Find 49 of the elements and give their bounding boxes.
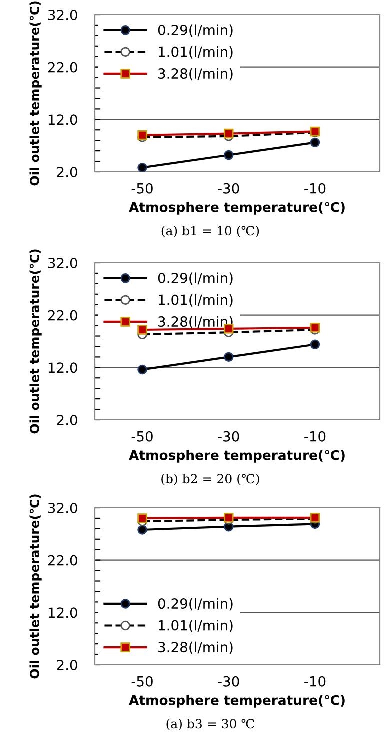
- y-tick-label: 22.0: [48, 62, 78, 73]
- point: [138, 514, 148, 524]
- legend-label: 3.28(l/min): [158, 68, 233, 81]
- point: [138, 325, 148, 335]
- point: [224, 352, 234, 362]
- legend-label: 0.29(l/min): [158, 598, 233, 611]
- x-tick-label: -30: [218, 183, 240, 194]
- x-tick-label: -50: [132, 676, 153, 687]
- point: [138, 162, 148, 172]
- y-tick-label: 12.0: [48, 114, 78, 126]
- point: [310, 340, 320, 350]
- text: (a) b3 = 30 ℃: [166, 718, 254, 730]
- y-axis-title: Oil outlet temperature(℃): [30, 494, 42, 679]
- x-tick-label: -10: [304, 183, 326, 194]
- y-tick-label: 2.0: [57, 660, 78, 670]
- y-tick-label: 12.0: [48, 362, 78, 374]
- y-tick-label: 22.0: [48, 555, 78, 566]
- legend-label: 1.01(l/min): [159, 294, 233, 307]
- x-axis-title: Atmosphere temperature(℃): [129, 695, 345, 708]
- x-tick-label: -10: [304, 431, 326, 442]
- x-tick-label: -30: [218, 676, 240, 687]
- y-axis-title: Oil outlet temperature(℃): [30, 250, 42, 434]
- legend-label: 0.29(l/min): [158, 272, 233, 286]
- x-tick-label: -50: [132, 431, 153, 442]
- y-tick-label: 32.0: [48, 258, 78, 268]
- point: [224, 128, 234, 139]
- text: (b) b2 = 20 (℃): [162, 474, 260, 486]
- y-tick-label: 32.0: [48, 10, 78, 20]
- x-axis-title: Atmosphere temperature(℃): [129, 202, 345, 215]
- legend-label: 3.28(l/min): [158, 316, 233, 329]
- point: [224, 150, 234, 160]
- y-tick-label: 12.0: [48, 608, 78, 618]
- legend-label: 0.29(l/min): [158, 24, 233, 38]
- text: (a) b1 = 10 (℃): [162, 226, 260, 238]
- y-tick-label: 2.0: [57, 166, 78, 178]
- y-tick-label: 32.0: [48, 502, 78, 514]
- y-tick-label: 2.0: [57, 414, 78, 426]
- legend-label: 1.01(l/min): [159, 620, 233, 632]
- point: [138, 525, 148, 535]
- y-axis-title: Oil outlet temperature(℃): [30, 2, 42, 186]
- point: [138, 364, 148, 375]
- x-tick-label: -30: [218, 431, 240, 442]
- y-tick-label: 22.0: [48, 310, 78, 321]
- point: [310, 138, 320, 148]
- legend-label: 3.28(l/min): [158, 642, 233, 654]
- legend-label: 1.01(l/min): [159, 46, 233, 59]
- x-tick-label: -50: [132, 183, 153, 194]
- x-axis-title: Atmosphere temperature(℃): [129, 450, 345, 463]
- x-tick-label: -10: [304, 676, 326, 687]
